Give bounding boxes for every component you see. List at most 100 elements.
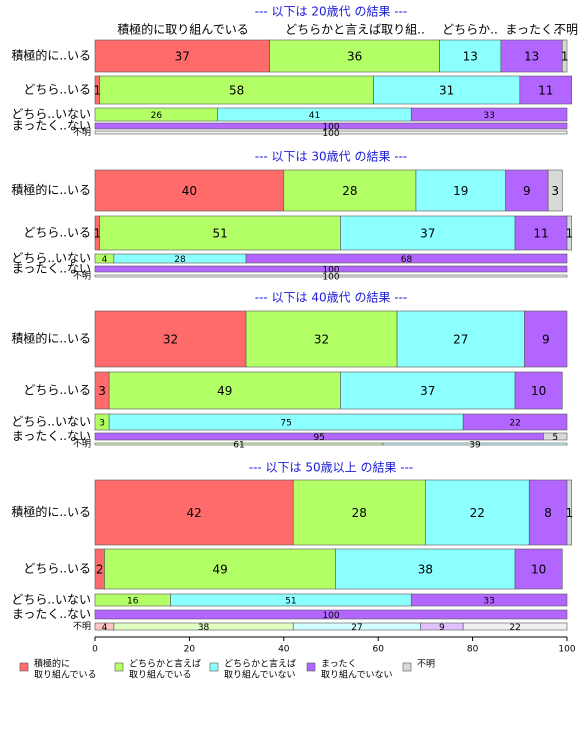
panel-title: --- 以下は 30歳代 の結果 --- [255, 150, 408, 164]
segment [340, 371, 516, 410]
value-label: 37 [175, 50, 190, 64]
column-header: まったく.. [505, 23, 560, 37]
panel-title: --- 以下は 40歳代 の結果 --- [255, 291, 408, 305]
value-label: 3 [99, 419, 105, 429]
segment [462, 622, 568, 631]
column-header: 積極的に取り組んでいる [117, 22, 248, 37]
value-label: 37 [420, 384, 435, 398]
row-label: まったく..ない [12, 262, 91, 276]
value-label: 4 [102, 623, 108, 633]
value-label: 58 [229, 84, 244, 98]
value-label: 38 [198, 623, 210, 633]
segment [514, 215, 568, 251]
row-label: どちら..いない [11, 107, 91, 121]
legend-label: 取り組んでいない [321, 669, 393, 681]
value-label: 51 [212, 227, 227, 241]
legend-label: どちらかと言えば [224, 658, 296, 670]
row-label: 不明 [73, 271, 91, 282]
legend-label: 取り組んでいる [129, 669, 192, 681]
segment [335, 548, 516, 590]
segment [245, 310, 398, 368]
value-label: 100 [322, 123, 339, 133]
column-header: どちらかと言えば取り組.. [285, 23, 425, 37]
segment [415, 169, 506, 212]
row-label: まったく..ない [12, 607, 91, 621]
x-tick-label: 80 [467, 645, 479, 655]
row-label: まったく..ない [12, 429, 91, 443]
segment [514, 548, 563, 590]
value-label: 22 [470, 506, 485, 520]
value-label: 68 [401, 255, 413, 265]
panel-title: --- 以下は 20歳代 の結果 --- [255, 5, 408, 19]
segment [245, 253, 568, 264]
value-label: 1 [94, 84, 102, 98]
value-label: 9 [439, 623, 445, 633]
segment [462, 413, 568, 431]
segment [94, 169, 285, 212]
value-label: 27 [453, 333, 468, 347]
segment [410, 593, 568, 607]
segment [94, 130, 568, 135]
segment [566, 215, 573, 251]
legend-label: 取り組んでいない [224, 669, 296, 681]
row-label: 不明 [73, 439, 91, 450]
value-label: 11 [538, 84, 553, 98]
value-label: 2 [96, 563, 104, 577]
value-label: 37 [420, 227, 435, 241]
x-tick-label: 100 [558, 645, 575, 655]
value-label: 16 [127, 597, 139, 607]
value-label: 100 [322, 129, 339, 139]
value-label: 41 [309, 111, 320, 121]
value-label: 22 [509, 419, 520, 429]
value-label: 1 [566, 506, 574, 520]
row-label: まったく..ない [12, 119, 91, 133]
row-label: 積極的に..いる [11, 182, 91, 197]
segment [94, 479, 294, 546]
value-label: 28 [352, 506, 367, 520]
value-label: 3 [551, 184, 559, 198]
segment [561, 39, 568, 73]
value-label: 28 [174, 255, 186, 265]
legend-swatch [306, 662, 316, 672]
segment [283, 169, 417, 212]
legend-swatch [19, 662, 29, 672]
row-label: どちら..いる [23, 226, 91, 240]
value-label: 49 [212, 563, 227, 577]
segment [566, 479, 573, 546]
value-label: 51 [285, 597, 296, 607]
segment [519, 75, 573, 105]
segment [500, 39, 563, 73]
row-label: どちら..いる [23, 562, 91, 576]
value-label: 9 [542, 333, 550, 347]
segment [104, 548, 337, 590]
value-label: 5 [552, 433, 558, 443]
value-label: 100 [322, 273, 339, 283]
value-label: 22 [509, 623, 520, 633]
segment [410, 107, 568, 122]
segment [425, 479, 530, 546]
row-label: どちら..いない [11, 251, 91, 265]
value-label: 4 [102, 255, 108, 265]
value-label: 33 [483, 597, 494, 607]
legend-label: 積極的に [34, 658, 70, 670]
value-label: 13 [463, 50, 478, 64]
value-label: 28 [342, 184, 357, 198]
value-label: 36 [347, 50, 362, 64]
value-label: 100 [322, 611, 339, 621]
value-label: 26 [151, 111, 163, 121]
value-label: 32 [163, 333, 178, 347]
row-label: どちら..いる [23, 383, 91, 397]
legend-label: 不明 [417, 659, 435, 670]
value-label: 100 [322, 266, 339, 276]
value-label: 10 [531, 563, 546, 577]
segment [94, 39, 270, 73]
segment [543, 432, 568, 441]
value-label: 75 [280, 419, 291, 429]
value-label: 40 [182, 184, 197, 198]
row-label: どちら..いない [11, 415, 91, 429]
row-label: 積極的に..いる [11, 48, 91, 63]
value-label: 61 [233, 441, 244, 451]
segment [292, 479, 426, 546]
x-tick-label: 60 [372, 645, 384, 655]
